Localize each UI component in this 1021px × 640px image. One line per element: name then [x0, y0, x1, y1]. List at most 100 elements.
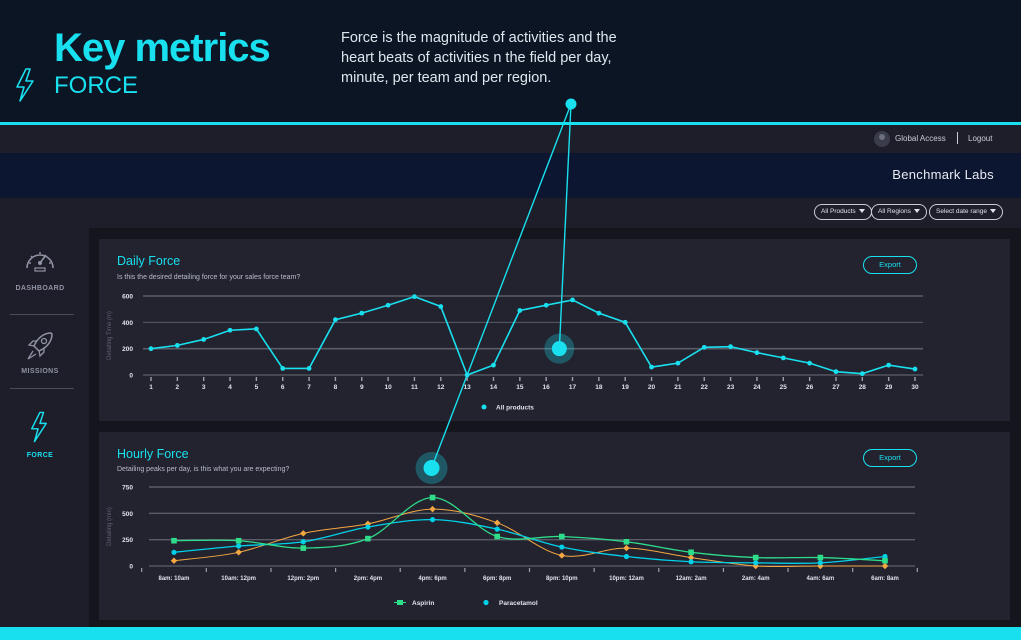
hourly-data-point[interactable] — [494, 533, 500, 540]
hourly-data-point[interactable] — [235, 549, 242, 556]
daily-data-point[interactable] — [280, 366, 286, 371]
sidebar-divider — [10, 388, 74, 389]
daily-data-point[interactable] — [596, 310, 602, 316]
hourly-data-point[interactable] — [365, 524, 371, 530]
daily-data-point[interactable] — [359, 310, 365, 316]
daily-x-tick-label: 13 — [464, 384, 472, 391]
daily-data-point[interactable] — [306, 366, 312, 371]
hourly-data-point[interactable] — [429, 505, 436, 513]
hourly-series-line — [173, 519, 886, 564]
daily-y-tick-label: 200 — [122, 346, 133, 353]
daily-data-point[interactable] — [464, 372, 470, 378]
hourly-data-point[interactable] — [494, 526, 500, 532]
hourly-data-point[interactable] — [623, 553, 630, 560]
daily-x-tick-label: 3 — [202, 384, 206, 391]
daily-data-point[interactable] — [333, 317, 338, 323]
hourly-data-point[interactable] — [559, 533, 565, 540]
daily-data-point[interactable] — [754, 350, 760, 356]
daily-x-tick-label: 27 — [832, 384, 840, 391]
hourly-force-chart: 0 250 500 750 8am: 10am 10am: 12pm 12pm: 2pm 2p… — [107, 452, 918, 607]
daily-data-point[interactable] — [148, 346, 154, 352]
hourly-data-point[interactable] — [559, 544, 565, 550]
regions-filter[interactable]: All Regions — [871, 204, 927, 220]
hourly-highlight-marker[interactable] — [423, 460, 440, 476]
hourly-export-button[interactable]: Export — [863, 449, 917, 467]
hourly-x-tick-label: 6am: 8am — [871, 576, 899, 582]
daily-data-point[interactable] — [385, 302, 391, 308]
daily-data-point[interactable] — [543, 302, 549, 308]
sidebar-item-label: MISSIONS — [21, 368, 59, 375]
hourly-data-point[interactable] — [882, 553, 888, 560]
daily-export-button[interactable]: Export — [863, 256, 917, 274]
daily-data-point[interactable] — [174, 342, 180, 348]
date-range-filter[interactable]: Select date range — [929, 204, 1003, 220]
global-access-link[interactable]: Global Access — [895, 134, 946, 143]
products-filter[interactable]: All Products — [814, 204, 872, 220]
hourly-data-point[interactable] — [170, 557, 178, 564]
daily-x-tick-label: 14 — [490, 384, 498, 391]
hourly-data-point[interactable] — [688, 559, 694, 565]
daily-x-tick-label: 15 — [516, 384, 524, 391]
rocket-icon — [25, 330, 55, 367]
daily-data-point[interactable] — [622, 319, 628, 325]
hourly-data-point[interactable] — [300, 530, 307, 537]
hourly-data-point[interactable] — [688, 549, 694, 556]
daily-highlight-marker[interactable] — [551, 341, 567, 357]
hourly-data-point[interactable] — [882, 557, 888, 564]
daily-data-point[interactable] — [886, 362, 892, 368]
daily-data-point[interactable] — [728, 344, 733, 350]
daily-x-tick-label: 22 — [701, 384, 709, 391]
daily-data-point[interactable] — [412, 294, 417, 300]
daily-x-tick-label: 6 — [281, 384, 285, 391]
daily-data-point[interactable] — [517, 308, 523, 313]
hourly-data-point[interactable] — [558, 552, 566, 559]
daily-data-point[interactable] — [491, 362, 496, 368]
daily-x-tick-label: 23 — [727, 384, 735, 391]
daily-x-tick-label: 30 — [911, 384, 919, 391]
daily-data-point[interactable] — [227, 327, 233, 333]
daily-y-tick-label: 400 — [122, 320, 133, 327]
hourly-data-point[interactable] — [623, 544, 630, 552]
hourly-data-point[interactable] — [881, 562, 889, 570]
daily-data-point[interactable] — [201, 337, 207, 342]
hourly-data-point[interactable] — [171, 549, 177, 555]
daily-data-point[interactable] — [675, 360, 681, 366]
sidebar-item-force[interactable]: FORCE — [0, 408, 80, 484]
daily-data-point[interactable] — [780, 355, 786, 361]
daily-data-point[interactable] — [701, 344, 707, 350]
daily-data-point[interactable] — [649, 364, 654, 370]
hourly-data-point[interactable] — [752, 562, 759, 570]
hourly-data-point[interactable] — [752, 554, 759, 561]
page-subtitle: FORCE — [54, 72, 138, 99]
sidebar-item-dashboard[interactable]: DASHBOARD — [0, 242, 80, 318]
daily-data-point[interactable] — [570, 297, 575, 303]
hourly-x-tick-label: 2pm: 4pm — [354, 576, 382, 582]
hourly-data-point[interactable] — [817, 554, 824, 561]
hourly-x-tick-label: 12am: 2am — [676, 576, 707, 582]
user-avatar-icon[interactable] — [874, 131, 890, 147]
logout-link[interactable]: Logout — [968, 134, 993, 143]
sidebar-item-missions[interactable]: MISSIONS — [0, 326, 80, 402]
daily-data-point[interactable] — [253, 326, 259, 332]
hourly-x-tick-label: 6pm: 8pm — [483, 576, 511, 582]
hourly-data-point[interactable] — [365, 535, 371, 542]
hourly-data-point[interactable] — [493, 519, 501, 527]
daily-x-tick-label: 19 — [622, 384, 630, 391]
hourly-data-point[interactable] — [300, 545, 307, 551]
hourly-data-point[interactable] — [817, 560, 823, 566]
daily-data-point[interactable] — [859, 371, 865, 377]
daily-data-point[interactable] — [912, 366, 918, 372]
daily-data-point[interactable] — [807, 360, 813, 366]
hourly-y-axis-label: Detailing (min) — [107, 507, 113, 546]
daily-x-tick-label: 8 — [334, 384, 338, 391]
hourly-data-point[interactable] — [753, 560, 759, 566]
hourly-data-point[interactable] — [623, 538, 630, 545]
hourly-data-point[interactable] — [236, 543, 242, 549]
daily-data-point[interactable] — [833, 369, 839, 375]
hourly-data-point[interactable] — [300, 539, 306, 545]
hourly-data-point[interactable] — [429, 494, 436, 501]
hourly-data-point[interactable] — [171, 537, 177, 544]
hourly-data-point[interactable] — [429, 517, 436, 523]
daily-data-point[interactable] — [438, 304, 444, 309]
hourly-data-point[interactable] — [235, 537, 242, 544]
